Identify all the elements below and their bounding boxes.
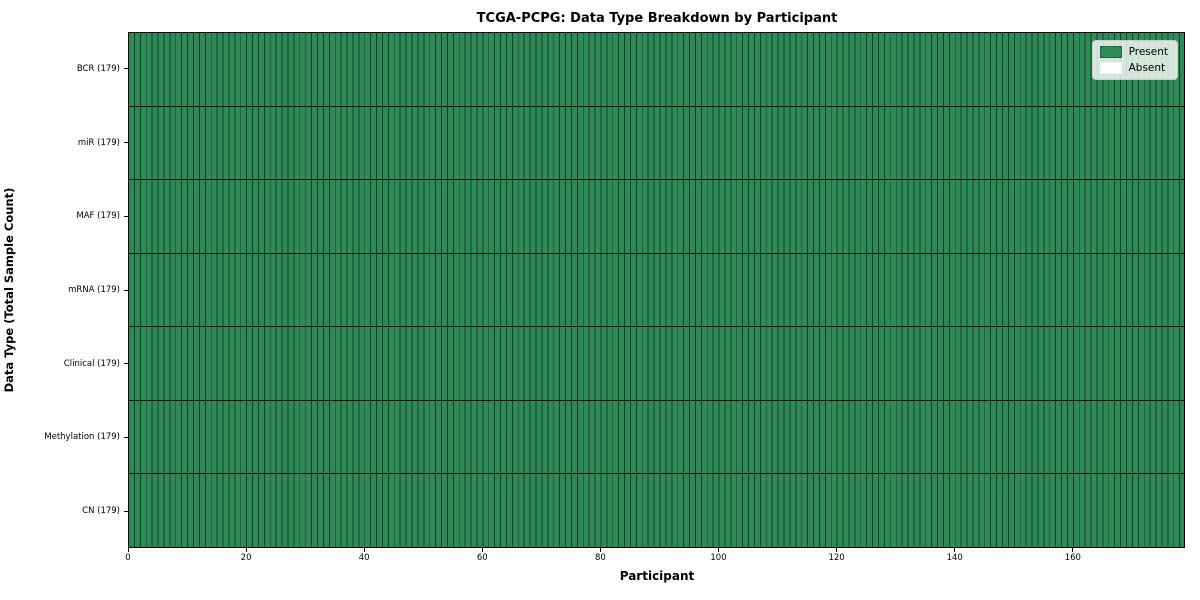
y-tick-mark — [124, 289, 128, 291]
x-tick-label-20: 20 — [240, 553, 252, 563]
y-tick-mark — [124, 510, 128, 512]
x-tick-label-100: 100 — [710, 553, 727, 563]
legend-label-absent: Absent — [1128, 62, 1166, 74]
heatmap-row-CN — [129, 474, 1184, 548]
x-tick-label-120: 120 — [828, 553, 845, 563]
y-tick-label-Clinical: Clinical (179) — [63, 358, 120, 369]
legend-item-absent: Absent — [1099, 62, 1168, 74]
y-tick-label-BCR: BCR (179) — [76, 63, 120, 74]
x-tick-mark — [127, 548, 129, 552]
heatmap-row-BCR — [129, 33, 1184, 107]
legend: Present Absent — [1091, 40, 1178, 80]
y-tick-mark — [124, 436, 128, 438]
x-tick-mark — [718, 548, 719, 552]
x-tick-mark — [245, 548, 247, 552]
chart-title: TCGA-PCPG: Data Type Breakdown by Partic… — [476, 11, 838, 26]
y-tick-label-miR: miR (179) — [77, 137, 120, 148]
heatmap-row-mRNA — [129, 253, 1184, 328]
x-tick-label-140: 140 — [946, 553, 963, 563]
x-tick-label-160: 160 — [1064, 553, 1081, 563]
legend-item-present: Present — [1099, 46, 1168, 58]
y-tick-mark — [124, 215, 128, 217]
x-tick-mark — [954, 548, 956, 552]
heatmap-row-MAF — [129, 180, 1184, 254]
y-tick-label-Methylation: Methylation (179) — [44, 432, 120, 443]
x-axis-label: Participant — [619, 569, 695, 583]
y-tick-mark — [124, 363, 128, 365]
y-tick-mark — [124, 68, 128, 70]
y-axis-label: Data Type (Total Sample Count) — [2, 187, 16, 393]
y-tick-label-mRNA: mRNA (179) — [68, 285, 120, 295]
heatmap-row-Methylation — [129, 400, 1184, 475]
y-tick-mark — [124, 142, 128, 144]
heatmap-row-Clinical — [129, 327, 1184, 401]
x-tick-label-40: 40 — [358, 553, 370, 563]
x-tick-label-80: 80 — [594, 553, 606, 563]
y-tick-label-MAF: MAF (179) — [76, 211, 120, 222]
x-tick-label-0: 0 — [125, 553, 131, 563]
legend-label-present: Present — [1128, 46, 1168, 58]
x-tick-mark — [481, 548, 483, 552]
heatmap-row-miR — [129, 106, 1184, 181]
x-tick-label-60: 60 — [476, 553, 488, 563]
absent-swatch — [1099, 62, 1122, 74]
present-swatch — [1099, 46, 1122, 58]
x-tick-mark — [1072, 548, 1074, 552]
plot-area: Present Absent — [128, 32, 1185, 548]
heatmap-rows — [129, 33, 1184, 548]
x-tick-mark — [363, 548, 365, 552]
y-tick-label-CN: CN (179) — [82, 506, 120, 517]
x-tick-mark — [599, 548, 601, 552]
x-tick-mark — [836, 548, 838, 552]
